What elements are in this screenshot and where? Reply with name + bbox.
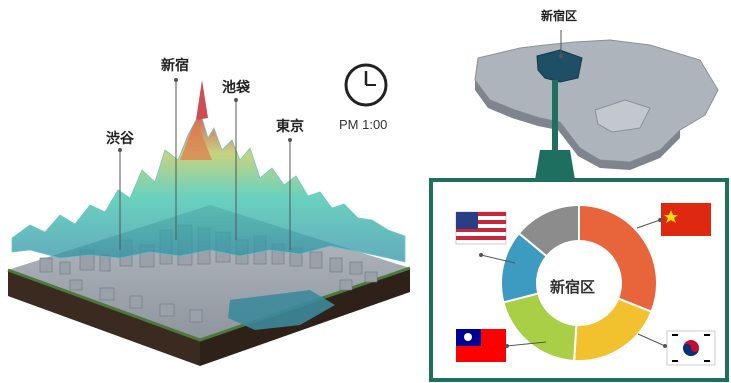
usa-flag-icon [455, 211, 507, 245]
clock-time: PM 1:00 [339, 117, 388, 132]
label-shinjuku: 新宿 [161, 58, 189, 74]
taiwan-flag-icon [456, 329, 506, 362]
label-ikebukuro: 池袋 [222, 80, 250, 96]
clock-icon [344, 63, 388, 107]
water-area [228, 290, 335, 330]
korea-flag-icon [666, 330, 716, 366]
label-tokyo: 東京 [276, 119, 304, 135]
donut-hole [537, 241, 621, 325]
tokyo-map [474, 30, 719, 170]
donut-center-label: 新宿区 [550, 278, 596, 296]
label-shibuya: 渋谷 [106, 131, 134, 147]
donut-chart [500, 203, 658, 362]
terrain-base-left [8, 270, 200, 366]
china-flag-icon [661, 203, 711, 236]
heat-surface [11, 117, 406, 263]
map-ward-label: 新宿区 [541, 9, 578, 23]
shinjuku-ward-highlight [536, 49, 583, 83]
